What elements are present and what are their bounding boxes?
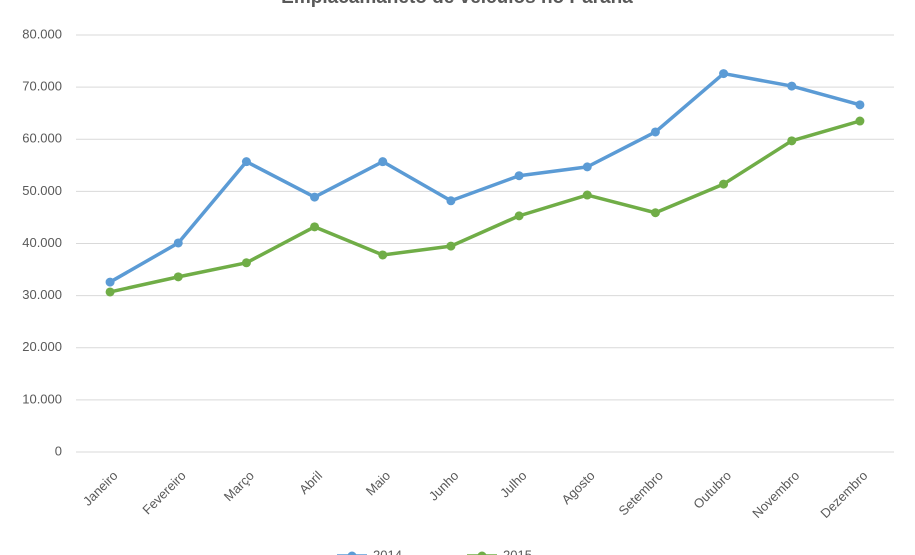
point xyxy=(378,250,388,260)
point xyxy=(855,116,865,126)
point xyxy=(787,136,797,146)
legend-marker xyxy=(347,551,357,555)
point xyxy=(650,208,660,218)
point xyxy=(446,196,456,206)
point xyxy=(719,69,729,79)
y-tick-label: 10.000 xyxy=(22,391,62,406)
chart-title: Emplacamaneto de veículos no Paraná xyxy=(281,0,633,8)
point xyxy=(582,162,592,172)
series-line xyxy=(109,119,861,294)
x-tick-label: Agosto xyxy=(559,468,598,507)
x-tick-label: Abril xyxy=(296,468,325,497)
x-tick-label: Junho xyxy=(426,468,462,504)
point xyxy=(378,157,388,167)
y-tick-label: 50.000 xyxy=(22,183,62,198)
x-tick-label: Maio xyxy=(363,468,394,499)
y-tick-label: 80.000 xyxy=(22,26,62,41)
point xyxy=(241,157,251,167)
point xyxy=(446,241,456,251)
y-tick-label: 60.000 xyxy=(22,131,62,146)
y-tick-label: 70.000 xyxy=(22,79,62,94)
y-tick-label: 20.000 xyxy=(22,339,62,354)
legend-label: 2014 xyxy=(373,547,402,555)
x-tick-label: Março xyxy=(221,468,257,504)
point xyxy=(514,171,524,181)
y-tick-label: 0 xyxy=(55,443,62,458)
point xyxy=(241,258,251,268)
point xyxy=(787,81,797,91)
point xyxy=(514,211,524,221)
x-tick-label: Julho xyxy=(497,468,530,501)
point xyxy=(855,100,865,110)
point xyxy=(310,192,320,202)
point xyxy=(310,222,320,232)
point xyxy=(173,272,183,282)
point xyxy=(173,238,183,248)
x-tick-label: Setembro xyxy=(615,468,665,518)
point xyxy=(105,277,115,287)
point xyxy=(582,190,592,200)
series-line xyxy=(109,71,861,284)
point xyxy=(105,287,115,297)
y-tick-label: 30.000 xyxy=(22,287,62,302)
x-tick-label: Janeiro xyxy=(80,468,121,509)
x-tick-label: Novembro xyxy=(749,468,802,521)
legend-label: 2015 xyxy=(503,547,532,555)
point xyxy=(650,127,660,137)
point xyxy=(719,179,729,189)
legend-marker xyxy=(477,551,487,555)
x-tick-label: Outubro xyxy=(690,468,734,512)
x-tick-label: Dezembro xyxy=(817,468,870,521)
x-tick-label: Fevereiro xyxy=(139,468,188,517)
y-tick-label: 40.000 xyxy=(22,235,62,250)
